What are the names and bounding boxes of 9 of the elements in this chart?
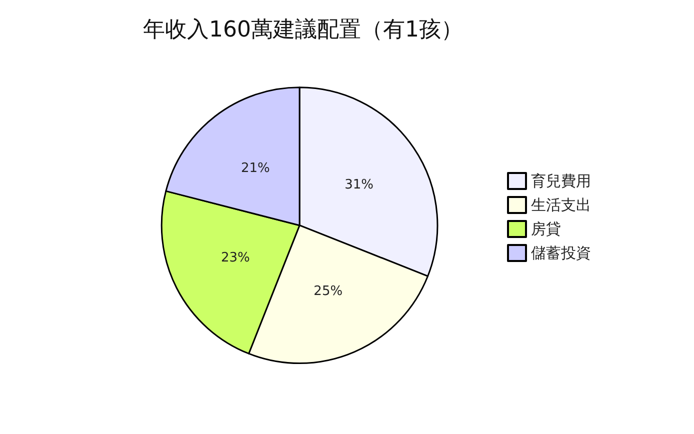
- chart-title: 年收入160萬建議配置（有1孩）: [143, 18, 463, 42]
- legend-label: 房貸: [531, 220, 561, 238]
- data-label: 21%: [240, 160, 270, 176]
- data-label: 23%: [220, 250, 250, 266]
- legend-label: 儲蓄投資: [531, 244, 591, 262]
- data-label: 31%: [344, 177, 374, 192]
- data-label: 25%: [314, 284, 343, 299]
- legend-label: 生活支出: [531, 196, 591, 214]
- legend-label: 育兒費用: [531, 172, 591, 190]
